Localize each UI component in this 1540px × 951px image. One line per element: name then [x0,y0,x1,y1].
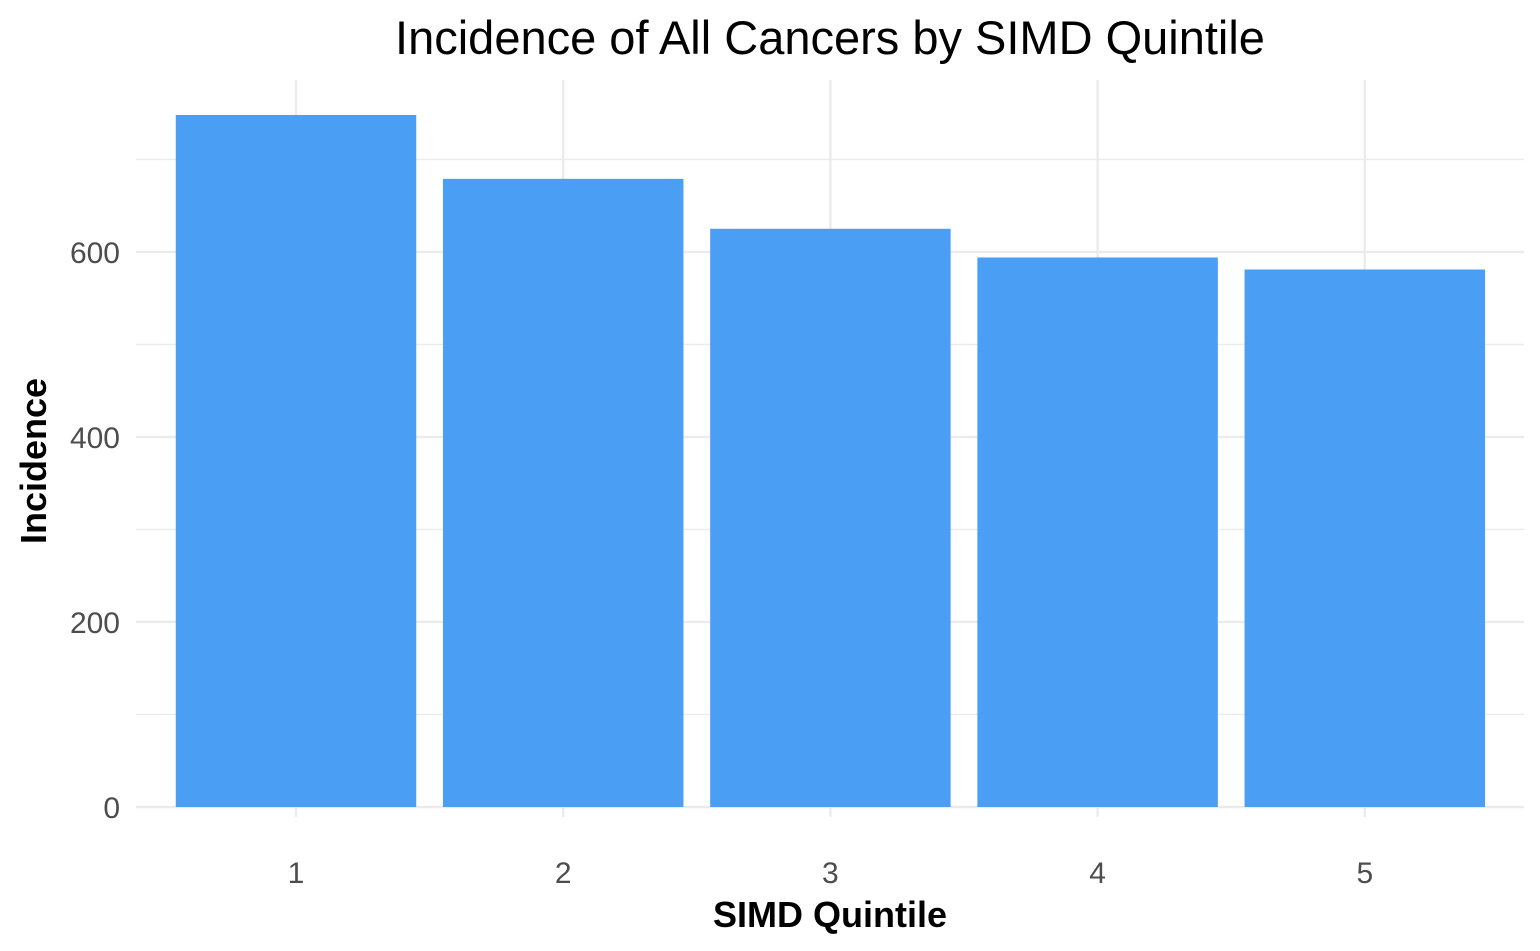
chart-title: Incidence of All Cancers by SIMD Quintil… [395,11,1265,64]
y-tick-labels: 0 200 400 600 [70,237,120,825]
x-axis-title: SIMD Quintile [713,894,947,935]
y-tick-label: 0 [103,792,120,825]
y-tick-label: 600 [70,237,120,270]
x-tick-label: 2 [555,857,572,890]
x-tick-labels: 1 2 3 4 5 [288,857,1373,890]
x-tick-label: 4 [1089,857,1106,890]
x-tick-label: 5 [1356,857,1373,890]
y-axis-title: Incidence [13,378,54,544]
x-tick-label: 3 [822,857,839,890]
y-tick-label: 200 [70,607,120,640]
y-tick-label: 400 [70,422,120,455]
bar-quintile-1 [175,115,417,807]
bar-quintile-2 [442,178,684,807]
x-tick-label: 1 [288,857,305,890]
bars [175,115,1486,807]
bar-quintile-5 [1244,269,1486,807]
bar-quintile-3 [710,228,951,807]
bar-quintile-4 [977,257,1218,807]
